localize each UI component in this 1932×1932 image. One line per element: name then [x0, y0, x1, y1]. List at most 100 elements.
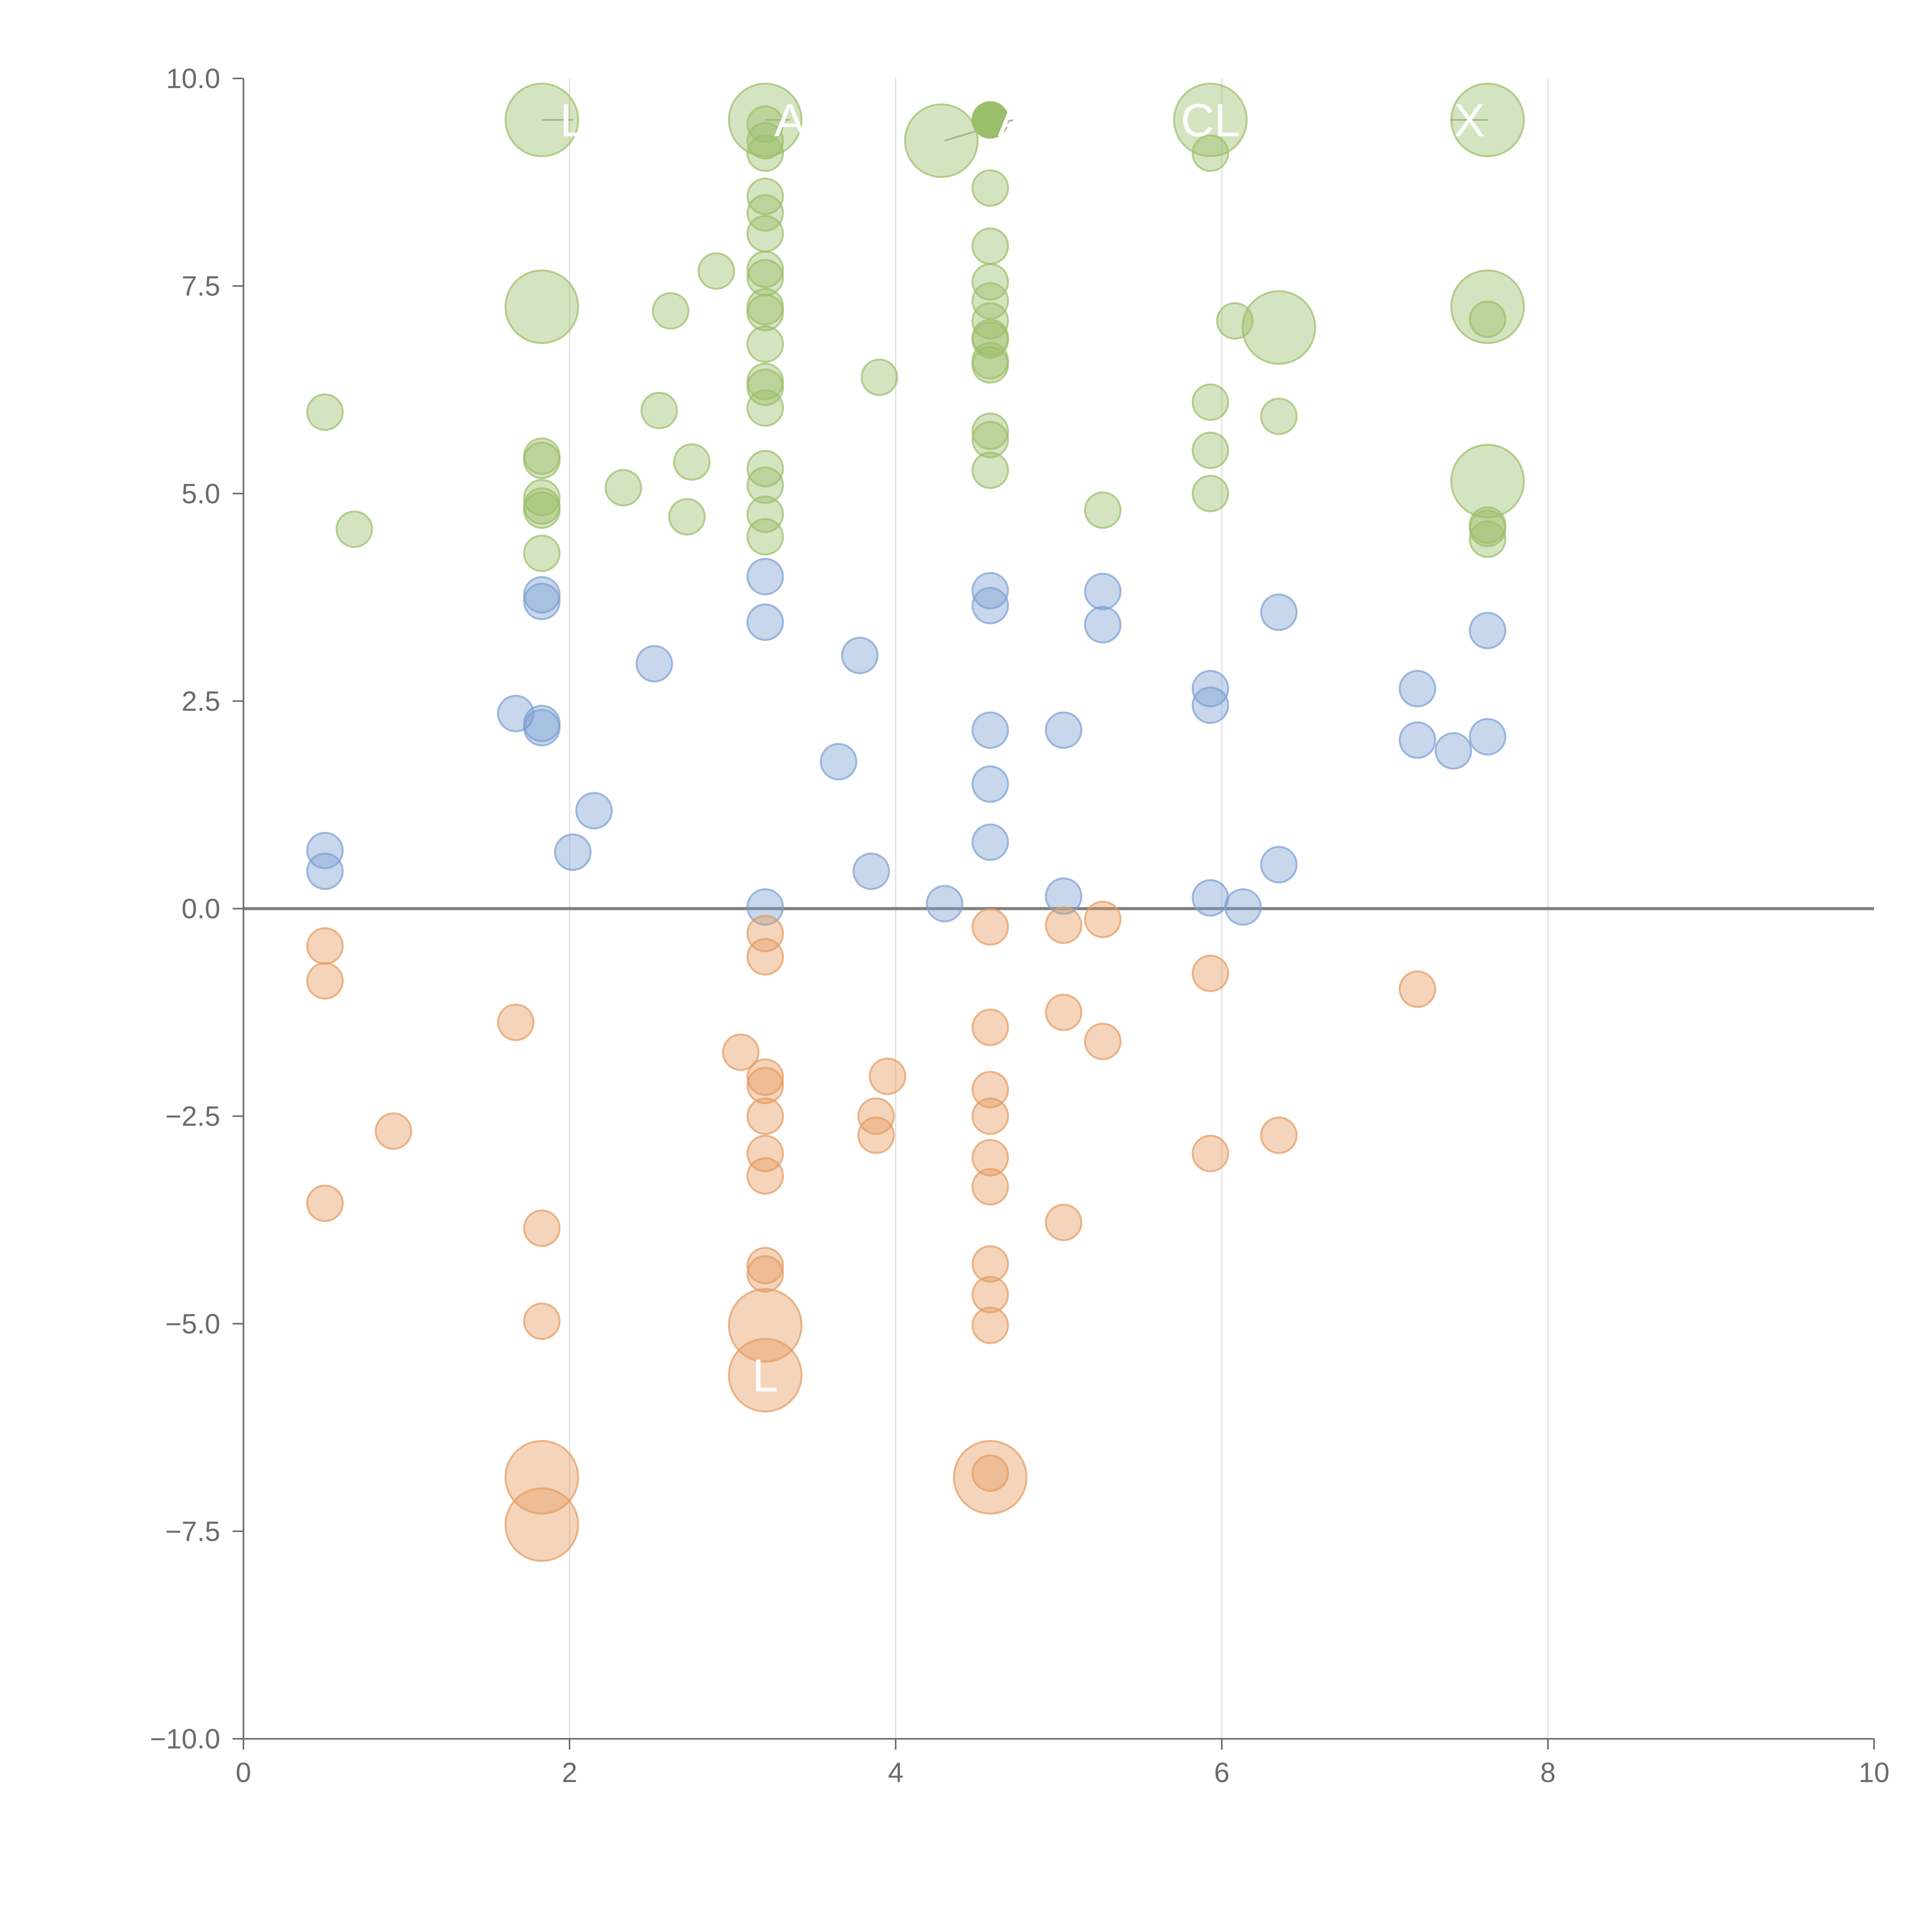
point-positive-high-46 — [1469, 300, 1507, 338]
point-positive-high-37 — [971, 412, 1009, 450]
point-positive-high-56 — [306, 393, 344, 431]
point-positive-high-29 — [971, 227, 1009, 265]
point-negative-5 — [971, 1454, 1009, 1492]
point-positive-high-42 — [1191, 432, 1229, 469]
point-positive-low-12 — [746, 888, 784, 926]
point-negative-31 — [971, 1168, 1009, 1206]
point-labels: L A A CL MX L — [560, 94, 1485, 1401]
point-positive-high-60 — [652, 292, 690, 330]
point-positive-low-34 — [1434, 732, 1472, 770]
point-negative-2 — [504, 1440, 579, 1515]
point-negative-33 — [971, 1276, 1009, 1314]
point-positive-high-25 — [746, 495, 784, 533]
y-tick-label-5: −2.5 — [165, 1101, 220, 1132]
point-positive-high-5 — [504, 269, 579, 344]
point-positive-high-23 — [746, 450, 784, 488]
point-positive-low-21 — [971, 823, 1009, 861]
point-negative-28 — [971, 1071, 1009, 1109]
point-positive-low-30 — [1260, 593, 1298, 631]
point-negative-6 — [306, 927, 344, 965]
point-negative-11 — [523, 1209, 561, 1247]
point-positive-high-11 — [746, 134, 784, 172]
point-negative-29 — [971, 1097, 1009, 1135]
point-positive-high-49 — [1469, 520, 1507, 558]
point-label-3: CL — [1181, 94, 1240, 146]
point-negative-7 — [306, 962, 344, 1000]
x-tick-label-0: 0 — [236, 1757, 251, 1788]
x-tick-label-1: 2 — [562, 1757, 577, 1788]
point-negative-16 — [746, 1058, 784, 1096]
point-positive-low-16 — [926, 885, 964, 923]
point-negative-22 — [746, 1255, 784, 1293]
point-negative-42 — [1260, 1116, 1298, 1154]
point-negative-20 — [746, 1157, 784, 1195]
point-label-5: L — [752, 1350, 778, 1401]
point-negative-27 — [971, 1009, 1009, 1046]
y-tick-label-7: −7.5 — [165, 1516, 220, 1547]
point-positive-high-24 — [746, 466, 784, 504]
point-positive-high-30 — [971, 263, 1009, 301]
point-negative-36 — [1045, 993, 1083, 1031]
y-tick-label-0: 10.0 — [166, 63, 220, 94]
point-positive-low-7 — [635, 645, 673, 683]
point-positive-high-27 — [971, 101, 1009, 139]
point-label-4: MX — [1415, 94, 1485, 146]
point-negative-9 — [374, 1112, 412, 1150]
point-negative-21 — [746, 1247, 784, 1284]
point-positive-high-6 — [1242, 290, 1316, 365]
point-negative-3 — [504, 1487, 579, 1562]
point-positive-low-33 — [1398, 721, 1436, 759]
point-positive-low-36 — [1469, 718, 1507, 756]
axes: 0 2 4 6 8 10 10.0 7.5 5.0 2.5 0.0 −2.5 −5.0 −7.5 −10.0 — [150, 63, 1889, 1788]
point-negative-38 — [1084, 900, 1122, 938]
point-negative-19 — [746, 1134, 784, 1172]
point-negative-30 — [971, 1139, 1009, 1177]
point-negative-4 — [953, 1440, 1028, 1515]
point-positive-high-61 — [668, 498, 706, 536]
point-negative-35 — [1045, 906, 1083, 944]
point-negative-39 — [1084, 1022, 1122, 1060]
point-negative-13 — [722, 1033, 760, 1071]
point-positive-high-0 — [504, 82, 579, 157]
point-positive-high-26 — [746, 518, 784, 556]
point-positive-high-62 — [673, 443, 711, 481]
point-positive-high-64 — [861, 358, 898, 396]
point-negative-34 — [971, 1306, 1009, 1344]
point-negative-43 — [1398, 970, 1436, 1008]
point-positive-low-19 — [971, 711, 1009, 749]
point-positive-high-54 — [523, 491, 561, 529]
point-negative-37 — [1045, 1204, 1083, 1242]
point-positive-high-22 — [746, 389, 784, 427]
y-tick-label-2: 5.0 — [182, 478, 220, 509]
point-positive-high-58 — [604, 469, 642, 507]
point-positive-low-11 — [746, 603, 784, 641]
point-positive-high-44 — [1216, 302, 1254, 340]
point-positive-high-51 — [523, 441, 561, 479]
point-positive-low-15 — [852, 852, 890, 890]
point-positive-high-14 — [746, 215, 784, 253]
point-positive-high-10 — [746, 122, 784, 160]
point-positive-low-8 — [306, 832, 344, 869]
x-tick-label-5: 10 — [1859, 1757, 1889, 1788]
point-positive-low-13 — [820, 743, 857, 781]
point-positive-high-36 — [971, 346, 1009, 384]
point-positive-low-17 — [971, 572, 1009, 610]
point-positive-low-31 — [1260, 846, 1298, 884]
point-positive-low-26 — [1191, 670, 1229, 707]
y-tick-label-1: 7.5 — [182, 271, 220, 302]
point-positive-low-4 — [497, 695, 535, 733]
y-tick-label-8: −10.0 — [150, 1724, 220, 1755]
point-positive-high-32 — [971, 302, 1009, 340]
point-negative-40 — [1191, 954, 1229, 992]
point-positive-high-12 — [746, 177, 784, 215]
point-positive-high-3 — [1173, 82, 1248, 157]
point-positive-high-38 — [971, 421, 1009, 459]
point-positive-low-35 — [1469, 612, 1507, 650]
point-positive-high-63 — [697, 252, 735, 290]
point-negative-32 — [971, 1245, 1009, 1283]
point-negative-41 — [1191, 1134, 1229, 1172]
y-tick-label-4: 0.0 — [182, 894, 220, 925]
point-positive-high-15 — [746, 250, 784, 288]
y-tick-label-6: −5.0 — [165, 1309, 220, 1340]
